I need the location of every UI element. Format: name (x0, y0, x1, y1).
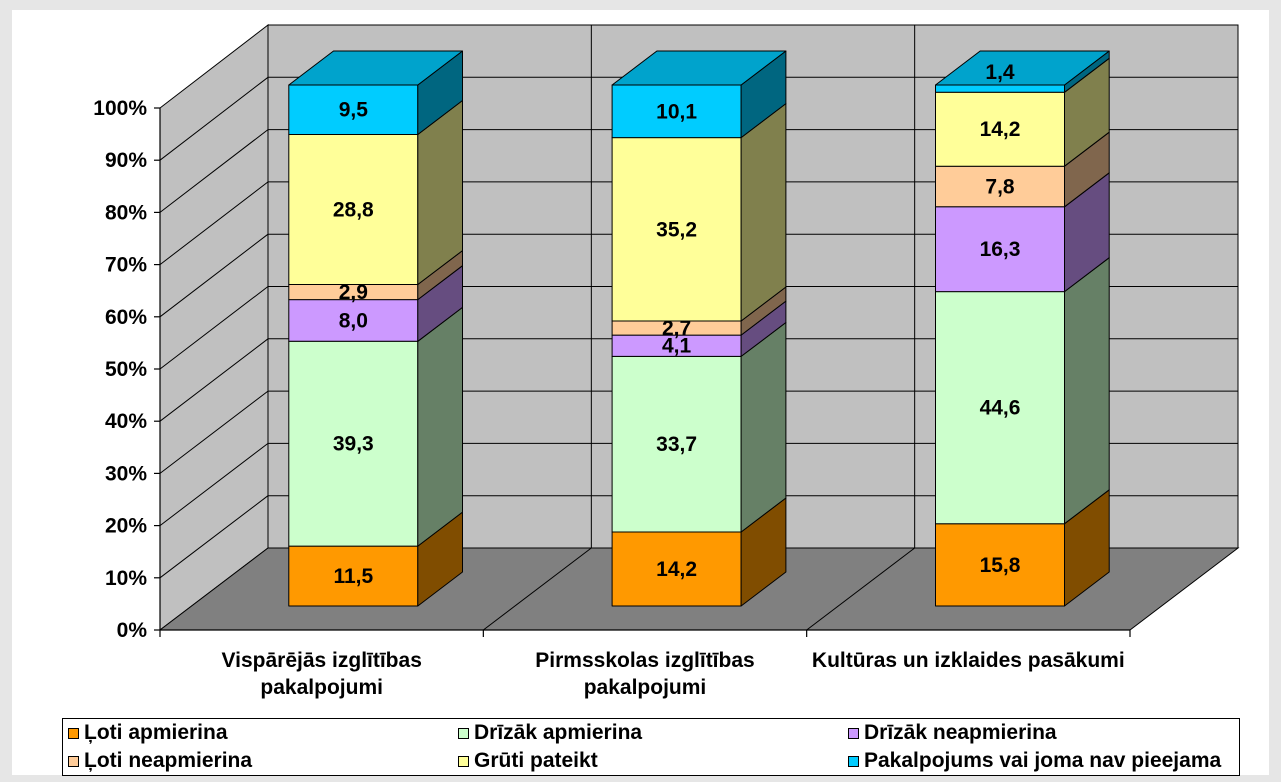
y-axis: 0% 10% 20% 30% 40% 50% 60% 70% 80% 90% 100% (93, 97, 161, 642)
y-tick-label: 60% (105, 306, 147, 329)
data-label-bar-2-segment-4: 2,7 (662, 317, 691, 340)
y-tick-label: 0% (117, 619, 148, 642)
y-tick-label: 70% (105, 254, 147, 277)
y-tick-label: 30% (105, 462, 147, 485)
legend-label: Ļoti apmierina (84, 721, 228, 744)
x-tick-label: Kultūras un izklaides pasākumi (811, 649, 1125, 672)
legend-swatch (848, 755, 859, 767)
y-tick-label: 10% (105, 567, 147, 590)
x-tick-label: Vispārējās izglītības pakalpojumi (221, 649, 422, 699)
legend-label: Ļoti neapmierina (84, 749, 253, 772)
gridline-side (159, 495, 269, 579)
data-label-bar-1-segment-5: 28,8 (333, 199, 374, 222)
gridline-side (159, 129, 269, 213)
data-label-bar-2-segment-3: 4,1 (662, 335, 692, 358)
y-tick-label: 100% (93, 97, 147, 120)
data-label-bar-1-segment-4: 2,9 (339, 281, 368, 304)
data-label-bar-1-segment-6: 9,5 (339, 99, 369, 122)
data-label-bar-1-segment-2: 39,3 (333, 433, 374, 456)
legend-item: Pakalpojums vai joma nav pieejama (848, 747, 1238, 775)
y-tick-label: 20% (105, 515, 147, 538)
legend-label: Drīzāk neapmierina (864, 721, 1057, 744)
bar-3-segment-6-front (935, 84, 1065, 93)
data-label-bar-2-segment-5: 35,2 (656, 218, 697, 241)
gridline-side (159, 76, 269, 161)
legend-label: Drīzāk apmierina (474, 721, 643, 744)
legend-label: Grūti pateikt (474, 749, 598, 772)
data-label-bar-2-segment-6: 10,1 (656, 100, 697, 123)
bar-2-segment-5-side (740, 103, 787, 322)
data-label-bar-2-segment-1: 14,2 (656, 558, 697, 581)
bar-3-top (935, 50, 1110, 86)
gridline-category-floor (806, 547, 915, 631)
gridline-side (159, 443, 269, 526)
bar-3 (935, 50, 1110, 607)
y-tick-label: 90% (105, 149, 147, 172)
data-label-bar-2-segment-2: 33,7 (656, 433, 697, 456)
bar-2 (611, 50, 787, 607)
data-label-bar-3-segment-2: 44,6 (980, 397, 1021, 420)
legend-swatch (68, 727, 79, 739)
gridline-side (159, 181, 269, 265)
bars (288, 50, 1110, 607)
legend: Ļoti apmierina Drīzāk apmierina Drīzāk nea… (62, 718, 1240, 776)
gridline-side (159, 390, 269, 474)
bar-1-top (288, 50, 463, 86)
data-labels: 11,5 39,3 8,0 2,9 28,8 9,5 14,2 33,7 4,12,7 35,2 1… (333, 61, 1021, 588)
x-axis (159, 629, 1131, 637)
gridline-side (159, 338, 269, 422)
y-tick-label: 40% (105, 410, 147, 433)
legend-swatch (458, 755, 469, 767)
gridline-side (159, 233, 269, 318)
data-label-bar-3-segment-6: 1,4 (985, 61, 1015, 84)
legend-swatch (848, 727, 859, 739)
legend-item: Ļoti neapmierina (68, 747, 458, 775)
data-label-bar-3-segment-5: 14,2 (980, 118, 1021, 141)
data-label-bar-3-segment-1: 15,8 (980, 554, 1021, 577)
legend-item: Grūti pateikt (458, 747, 848, 775)
data-label-bar-3-segment-4: 7,8 (985, 176, 1015, 199)
y-tick-label: 50% (105, 358, 147, 381)
data-label-bar-1-segment-1: 11,5 (333, 565, 373, 588)
y-tick-label: 80% (105, 201, 147, 224)
legend-item: Ļoti apmierina (68, 719, 458, 747)
bar-1 (288, 50, 463, 607)
bar-3-segment-2-side (1064, 257, 1110, 525)
x-tick-label: Pirmsskolas izglītības pakalpojumi (535, 649, 755, 699)
legend-item: Drīzāk neapmierina (848, 719, 1238, 747)
data-label-bar-3-segment-3: 16,3 (980, 238, 1021, 261)
bar-2-top (611, 50, 787, 86)
gridline-side (159, 286, 269, 370)
data-label-bar-1-segment-3: 8,0 (339, 310, 368, 333)
bar-1-segment-2-side (417, 306, 463, 547)
gridline-category-floor (483, 547, 592, 631)
legend-item: Drīzāk apmierina (458, 719, 848, 747)
legend-swatch (458, 727, 469, 739)
bar-2-segment-2-side (740, 322, 787, 533)
legend-swatch (68, 755, 79, 767)
legend-label: Pakalpojums vai joma nav pieejama (864, 749, 1222, 772)
